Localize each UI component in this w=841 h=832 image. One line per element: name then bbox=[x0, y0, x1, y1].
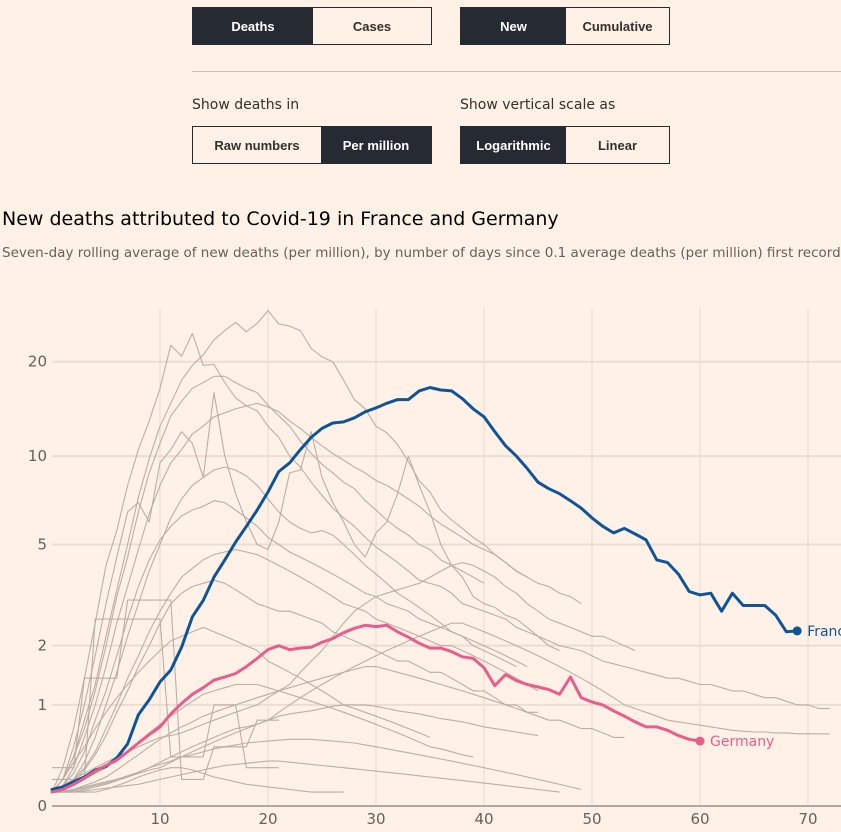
x-tick-label: 40 bbox=[474, 810, 493, 828]
cases-button[interactable]: Cases bbox=[313, 8, 431, 44]
highlighted-lines: France Germany bbox=[50, 386, 841, 794]
other-country-line bbox=[51, 402, 528, 793]
cumulative-button[interactable]: Cumulative bbox=[566, 8, 669, 44]
other-country-line bbox=[52, 622, 830, 793]
other-country-line bbox=[51, 562, 636, 793]
axes: 0 1 2 5 10 20 10 20 30 40 50 60 70 bbox=[28, 353, 841, 828]
y-tick-label: 0 bbox=[37, 797, 47, 815]
x-tick-label: 60 bbox=[690, 810, 709, 828]
controls-divider bbox=[192, 71, 841, 72]
scale-toggle: Logarithmic Linear bbox=[460, 126, 670, 164]
other-country-line bbox=[52, 666, 625, 793]
france-label: France bbox=[807, 624, 841, 640]
other-country-line bbox=[52, 599, 279, 780]
other-country-line bbox=[51, 626, 431, 793]
x-tick-label: 10 bbox=[150, 810, 169, 828]
metric-toggle: Deaths Cases bbox=[192, 7, 432, 45]
other-country-line bbox=[51, 332, 830, 793]
logarithmic-button[interactable]: Logarithmic bbox=[461, 127, 566, 163]
y-tick-label: 1 bbox=[37, 696, 47, 714]
x-tick-label: 20 bbox=[258, 810, 277, 828]
other-country-line bbox=[51, 375, 485, 793]
y-tick-label: 2 bbox=[37, 637, 47, 655]
germany-line bbox=[50, 623, 702, 794]
chart-subtitle: Seven-day rolling average of new deaths … bbox=[2, 245, 841, 261]
other-country-line bbox=[51, 548, 539, 793]
other-country-line bbox=[51, 738, 582, 793]
units-toggle: Raw numbers Per million bbox=[192, 126, 432, 164]
mode-toggle: New Cumulative bbox=[460, 7, 670, 45]
other-country-line bbox=[52, 618, 279, 780]
deaths-button[interactable]: Deaths bbox=[193, 8, 313, 44]
y-tick-label: 5 bbox=[37, 536, 47, 554]
x-tick-label: 70 bbox=[798, 810, 817, 828]
other-country-line bbox=[52, 767, 344, 793]
chart-title: New deaths attributed to Covid-19 in Fra… bbox=[2, 208, 559, 230]
other-country-line bbox=[51, 310, 582, 793]
other-country-line bbox=[51, 500, 528, 793]
units-label: Show deaths in bbox=[192, 97, 300, 113]
y-tick-label: 20 bbox=[28, 353, 47, 371]
per-million-button[interactable]: Per million bbox=[321, 127, 431, 163]
other-country-line bbox=[51, 466, 517, 793]
other-country-line bbox=[51, 392, 560, 793]
france-line bbox=[50, 386, 799, 791]
other-countries-lines bbox=[51, 310, 830, 793]
y-tick-label: 10 bbox=[28, 447, 47, 465]
germany-end-marker bbox=[695, 736, 705, 746]
new-button[interactable]: New bbox=[461, 8, 566, 44]
other-country-line bbox=[52, 760, 560, 793]
germany-label: Germany bbox=[710, 734, 774, 750]
x-tick-label: 30 bbox=[366, 810, 385, 828]
france-end-marker bbox=[792, 626, 802, 636]
linear-button[interactable]: Linear bbox=[566, 127, 669, 163]
grid bbox=[52, 308, 841, 806]
scale-label: Show vertical scale as bbox=[460, 97, 616, 113]
raw-numbers-button[interactable]: Raw numbers bbox=[193, 127, 321, 163]
x-tick-label: 50 bbox=[582, 810, 601, 828]
